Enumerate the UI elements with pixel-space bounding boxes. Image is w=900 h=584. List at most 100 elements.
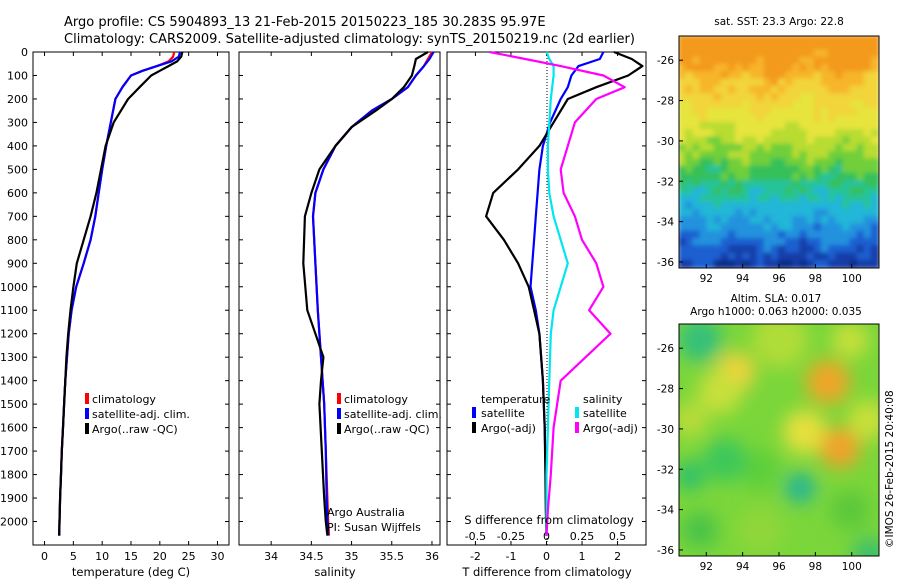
sst-cell	[706, 107, 716, 117]
depth-tick-label: 700	[7, 210, 28, 223]
legend-swatch-argo	[85, 423, 89, 434]
sst-cell	[699, 252, 709, 262]
sst-cell	[713, 238, 723, 248]
argo-note-institution: Argo Australia	[327, 506, 405, 519]
sst-cell	[806, 165, 816, 175]
sst-cell	[770, 209, 780, 219]
sst-cell	[856, 42, 866, 52]
sst-cell	[692, 187, 702, 197]
sst-cell	[849, 194, 859, 204]
sst-cell	[778, 64, 788, 74]
sst-cell	[692, 201, 702, 211]
sst-cell	[742, 143, 752, 153]
sst-cell	[706, 158, 716, 168]
s-diff-tick-label: -0.5	[465, 530, 486, 543]
sst-cell	[835, 71, 845, 81]
depth-axis-ticks: 0 100 200 300 400 500 600 700 800 900 1000 1100 1200…	[0, 46, 646, 529]
sst-cell	[749, 100, 759, 110]
sst-cell	[835, 252, 845, 262]
depth-tick-label: 1700	[0, 445, 28, 458]
sst-cell	[679, 85, 688, 95]
sst-cell	[842, 216, 852, 226]
sst-cell	[785, 107, 795, 117]
map-y-tick-label: -28	[657, 96, 674, 108]
sst-cell	[685, 64, 695, 74]
sst-cell	[799, 238, 809, 248]
sst-cell	[870, 252, 879, 262]
sst-cell	[720, 158, 730, 168]
sst-cell	[849, 85, 859, 95]
sst-cell	[763, 230, 773, 240]
sst-cell	[870, 136, 879, 146]
sst-cell	[778, 56, 788, 66]
sst-cell	[756, 49, 766, 59]
sst-cell	[835, 85, 845, 95]
sst-cell	[806, 36, 816, 45]
sst-cell	[785, 201, 795, 211]
sst-cell	[842, 122, 852, 132]
sst-cell	[713, 64, 723, 74]
sst-cell	[763, 187, 773, 197]
sst-cell	[699, 107, 709, 117]
sst-cell	[692, 245, 702, 255]
sst-cell	[835, 36, 845, 45]
sst-cell	[785, 187, 795, 197]
sst-cell	[842, 129, 852, 139]
sst-cell	[720, 78, 730, 88]
sst-cell	[792, 71, 802, 81]
sst-cell	[835, 143, 845, 153]
sst-cell	[842, 238, 852, 248]
sst-cell	[728, 78, 738, 88]
x-tick-label: 34	[264, 550, 278, 563]
sst-cell	[792, 223, 802, 233]
sst-cell	[728, 107, 738, 117]
sst-cell	[692, 165, 702, 175]
sst-cell	[835, 194, 845, 204]
sst-cell	[849, 209, 859, 219]
sst-cell	[813, 85, 823, 95]
legend-label-s-satellite: satellite	[583, 407, 627, 420]
sst-cell	[806, 230, 816, 240]
sst-cell	[749, 107, 759, 117]
sst-cell	[856, 49, 866, 59]
sst-cell	[720, 56, 730, 66]
sst-cell	[835, 245, 845, 255]
depth-tick-label: 200	[7, 93, 28, 106]
sst-cell	[849, 42, 859, 52]
sst-cell	[685, 223, 695, 233]
sst-cell	[720, 238, 730, 248]
sst-cell	[735, 78, 745, 88]
sst-cell	[820, 252, 830, 262]
sst-cell	[763, 245, 773, 255]
sst-cell	[778, 194, 788, 204]
sst-cell	[742, 122, 752, 132]
sst-cell	[813, 107, 823, 117]
sst-cell	[828, 216, 838, 226]
salinity-legend: climatology satellite-adj. clim. Argo(..…	[337, 393, 442, 436]
sst-cell	[735, 252, 745, 262]
depth-tick-label: 1900	[0, 492, 28, 505]
sst-cell	[749, 64, 759, 74]
sst-cell	[842, 78, 852, 88]
sst-cell	[770, 252, 780, 262]
sst-cell	[692, 230, 702, 240]
sst-cell	[835, 180, 845, 190]
depth-tick-label: 900	[7, 257, 28, 270]
sst-cell	[778, 143, 788, 153]
sst-cell	[785, 230, 795, 240]
sst-cell	[679, 252, 688, 262]
sla-map-axis-ticks: 92 94 96 98 100 -26 -28 -30 -32 -34 -36	[657, 343, 862, 573]
sst-cell	[835, 64, 845, 74]
diff-line-temperature-argo-adj-	[485, 50, 644, 536]
sst-cell	[813, 180, 823, 190]
sst-cell	[813, 122, 823, 132]
sst-cell	[692, 143, 702, 153]
sst-cell	[842, 158, 852, 168]
sst-cell	[806, 42, 816, 52]
sst-cell	[706, 129, 716, 139]
sst-cell	[742, 129, 752, 139]
sst-map-image	[679, 36, 879, 268]
sst-cell	[863, 143, 873, 153]
sst-cell	[813, 230, 823, 240]
map-y-tick-label: -26	[657, 343, 674, 355]
